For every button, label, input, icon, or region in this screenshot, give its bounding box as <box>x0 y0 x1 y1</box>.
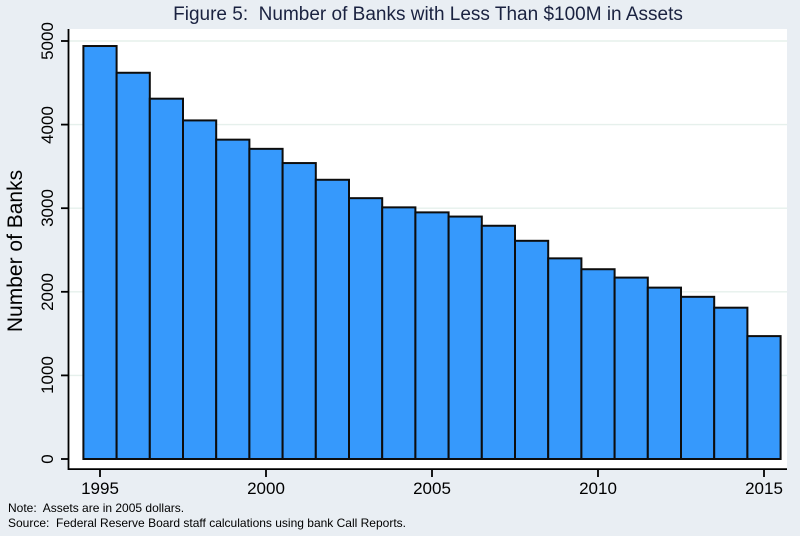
y-tick-label-1000: 1000 <box>38 356 57 395</box>
x-tick-label-2000: 2000 <box>247 479 285 498</box>
bar-2014 <box>713 306 749 460</box>
x-tick-label-2005: 2005 <box>413 479 451 498</box>
y-tick-label-5000: 5000 <box>38 22 57 60</box>
bar-2009 <box>547 257 583 460</box>
bar-2012 <box>646 286 682 460</box>
bar-2008 <box>514 239 550 460</box>
y-tick-label-4000: 4000 <box>38 105 57 144</box>
bar-1995 <box>82 45 118 461</box>
chart-source: Source: Federal Reserve Board staff calc… <box>8 516 406 530</box>
bar-2004 <box>381 206 417 460</box>
bar-2005 <box>414 211 450 460</box>
bar-2006 <box>447 215 483 460</box>
bar-1997 <box>148 97 185 461</box>
bar-2011 <box>613 276 649 461</box>
bar-2001 <box>281 162 317 460</box>
x-tick-label-2010: 2010 <box>579 479 617 498</box>
bar-1996 <box>115 71 151 460</box>
x-tick-label-1995: 1995 <box>81 479 119 498</box>
bar-2010 <box>580 268 616 460</box>
y-tick-label-2000: 2000 <box>38 272 57 311</box>
bar-2000 <box>248 147 284 460</box>
bar-2013 <box>680 295 716 461</box>
bar-2007 <box>480 224 516 460</box>
bar-2015 <box>746 335 782 460</box>
y-tick-label-0: 0 <box>38 454 57 464</box>
bar-2002 <box>314 178 350 460</box>
bar-1999 <box>215 138 251 460</box>
bar-1998 <box>182 119 218 460</box>
chart-note: Note: Assets are in 2005 dollars. <box>8 501 185 515</box>
x-tick-label-2015: 2015 <box>745 479 783 498</box>
chart-title: Figure 5: Number of Banks with Less Than… <box>173 4 683 25</box>
y-tick-label-3000: 3000 <box>38 189 57 228</box>
bar-2003 <box>348 197 384 460</box>
